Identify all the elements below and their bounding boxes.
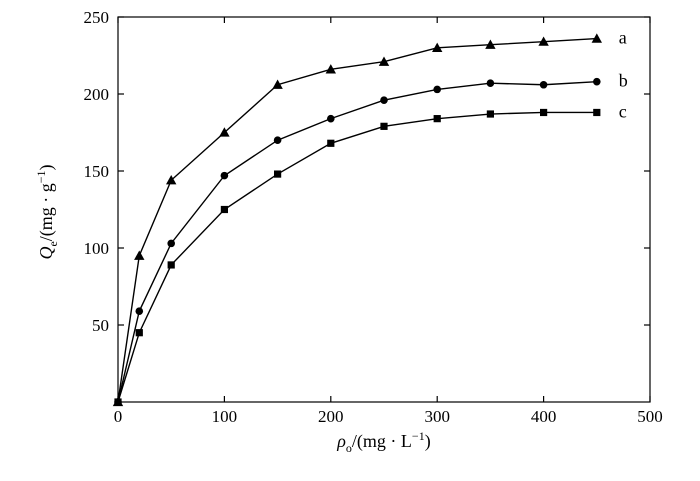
data-point-b: [380, 96, 388, 104]
x-tick-label: 400: [531, 407, 557, 426]
data-point-a: [134, 250, 145, 260]
data-point-a: [166, 175, 177, 185]
data-point-b: [539, 80, 548, 89]
x-tick-label: 300: [424, 407, 450, 426]
data-point-a: [485, 39, 496, 49]
series-label-b: b: [619, 71, 628, 91]
y-tick-label: 100: [84, 239, 110, 258]
x-tick-label: 0: [114, 407, 123, 426]
y-tick-label: 150: [84, 162, 110, 181]
data-point-a: [378, 56, 390, 66]
data-point-c: [540, 108, 548, 117]
data-point-a: [272, 79, 283, 89]
data-point-c: [486, 110, 494, 118]
series-line-c: [117, 111, 597, 403]
series-b: [114, 77, 601, 406]
data-point-a: [219, 127, 230, 137]
x-tick-label: 500: [637, 407, 663, 426]
series-label-a: a: [619, 28, 627, 48]
data-point-b: [433, 85, 442, 94]
y-tick-label: 50: [92, 316, 109, 335]
data-point-a: [432, 42, 443, 52]
y-axis-title: Qe/(mg · g−1): [34, 164, 60, 259]
data-point-b: [327, 114, 335, 123]
data-point-c: [274, 170, 282, 178]
series-label-c: c: [619, 101, 627, 121]
data-point-a: [591, 33, 602, 43]
series-a: [112, 33, 602, 407]
data-point-c: [220, 205, 228, 214]
series-layer: [112, 33, 602, 407]
x-axis-title: ρo/(mg · L−1): [336, 429, 430, 455]
x-tick-label: 100: [212, 407, 238, 426]
data-point-b: [486, 79, 495, 88]
data-point-b: [135, 307, 144, 315]
data-point-b: [220, 171, 229, 180]
x-tick-label: 200: [318, 407, 344, 426]
series-labels: a bc: [619, 28, 628, 122]
plot-frame: [117, 16, 651, 403]
data-point-b: [593, 77, 601, 86]
data-point-c: [167, 261, 175, 269]
y-tick-label: 200: [84, 85, 110, 104]
data-point-b: [167, 239, 175, 248]
data-point-c: [327, 139, 335, 147]
data-point-c: [593, 108, 601, 117]
series-line-b: [117, 80, 597, 403]
data-point-a: [538, 36, 549, 46]
data-point-c: [114, 398, 122, 406]
data-point-c: [433, 115, 441, 123]
axis-ticks: 0 100 200 300 400 500 50 100 150 200 250: [84, 8, 663, 426]
series-c: [114, 108, 601, 406]
y-tick-label: 250: [84, 8, 110, 27]
data-point-c: [135, 329, 143, 337]
data-point-a: [325, 64, 336, 74]
data-point-b: [273, 136, 282, 144]
data-point-c: [380, 122, 388, 130]
